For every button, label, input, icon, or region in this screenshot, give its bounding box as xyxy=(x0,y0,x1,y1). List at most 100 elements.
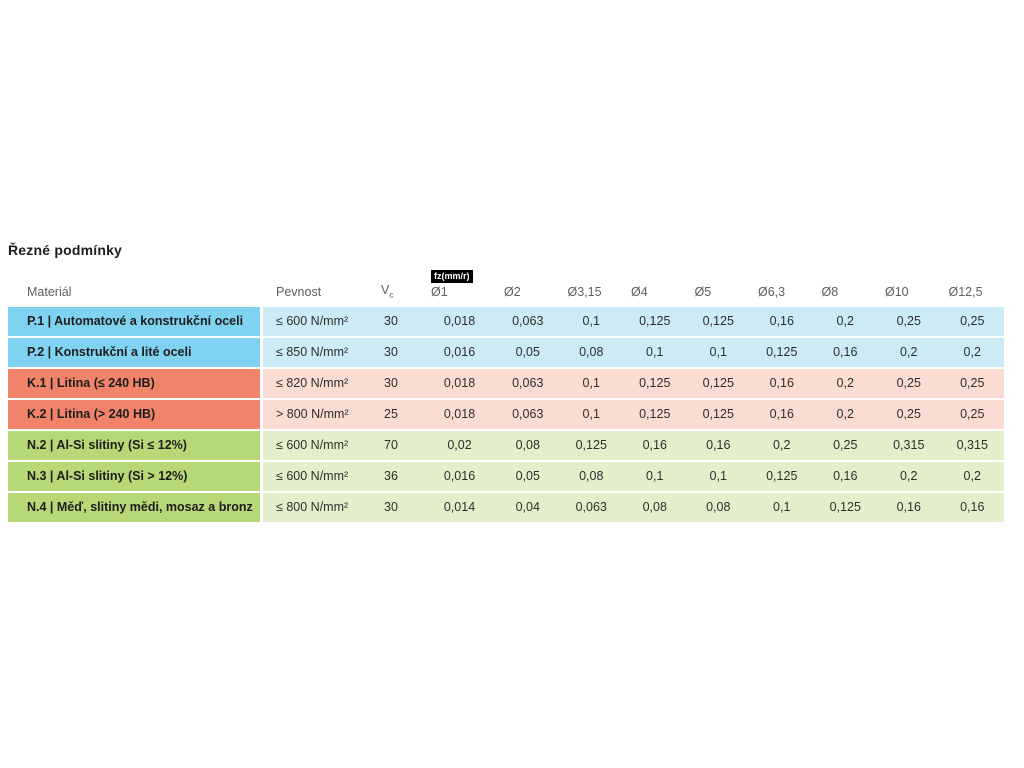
fz-value-cell-dia-4: 0,1 xyxy=(623,462,687,491)
col-header-vc: Vc xyxy=(371,283,423,308)
col-header-strength: Pevnost xyxy=(276,285,322,299)
col-header-dia-8: Ø10 xyxy=(885,285,909,299)
fz-value-cell-dia-7: 0,2 xyxy=(813,369,877,398)
fz-value-cell-dia-4: 0,125 xyxy=(623,307,687,336)
fz-value-cell-dia-2: 0,063 xyxy=(496,307,560,336)
col-header-dia-5: Ø5 xyxy=(694,285,712,299)
dia-label: Ø1 xyxy=(431,285,448,299)
col-header-dia-2: Ø2 xyxy=(504,285,521,299)
fz-value-cell-dia-7: 0,16 xyxy=(813,462,877,491)
fz-value-cell-dia-5: 0,08 xyxy=(686,493,750,522)
fz-value-cell-dia-9: 0,2 xyxy=(940,338,1004,367)
fz-value-cell-dia-4: 0,125 xyxy=(623,369,687,398)
fz-value-cell-dia-1: 0,016 xyxy=(423,462,496,491)
fz-value-cell-dia-6: 0,125 xyxy=(750,338,814,367)
vc-cell: 30 xyxy=(371,338,423,367)
fz-value-cell-dia-8: 0,2 xyxy=(877,338,941,367)
fz-value-cell-dia-8: 0,16 xyxy=(877,493,941,522)
fz-value-cell-dia-6: 0,2 xyxy=(750,431,814,460)
fz-value-cell-dia-2: 0,08 xyxy=(496,431,560,460)
fz-value-cell-dia-5: 0,16 xyxy=(686,431,750,460)
col-header-dia-4: Ø4 xyxy=(631,285,648,299)
fz-value-cell-dia-6: 0,1 xyxy=(750,493,814,522)
vc-symbol: V xyxy=(381,282,390,297)
fz-value-cell-dia-9: 0,2 xyxy=(940,462,1004,491)
table-row-k.2: K.2 | Litina (> 240 HB) > 800 N/mm² 25 0,01… xyxy=(8,400,1004,429)
material-cell: P.1 | Automatové a konstrukční oceli xyxy=(8,307,263,336)
material-cell: N.3 | Al-Si slitiny (Si > 12%) xyxy=(8,462,263,491)
table-row-k.1: K.1 | Litina (≤ 240 HB) ≤ 820 N/mm² 30 0,01… xyxy=(8,369,1004,398)
fz-value-cell-dia-3: 0,063 xyxy=(559,493,623,522)
fz-value-cell-dia-9: 0,315 xyxy=(940,431,1004,460)
table-row-p.1: P.1 | Automatové a konstrukční oceli ≤ 60… xyxy=(8,307,1004,336)
strength-cell: ≤ 600 N/mm² xyxy=(263,462,371,491)
strength-cell: ≤ 600 N/mm² xyxy=(263,307,371,336)
fz-value-cell-dia-4: 0,125 xyxy=(623,400,687,429)
col-header-dia-7: Ø8 xyxy=(821,285,839,299)
fz-value-cell-dia-8: 0,315 xyxy=(877,431,941,460)
strength-cell: ≤ 800 N/mm² xyxy=(263,493,371,522)
strength-cell: > 800 N/mm² xyxy=(263,400,371,429)
material-cell: N.4 | Měď, slitiny mědi, mosaz a bronz xyxy=(8,493,263,522)
fz-value-cell-dia-2: 0,05 xyxy=(496,338,560,367)
material-cell: P.2 | Konstrukční a lité oceli xyxy=(8,338,263,367)
fz-value-cell-dia-8: 0,25 xyxy=(877,400,941,429)
fz-value-cell-dia-3: 0,1 xyxy=(559,369,623,398)
strength-cell: ≤ 850 N/mm² xyxy=(263,338,371,367)
col-header-dia-9: Ø12,5 xyxy=(948,285,983,299)
fz-value-cell-dia-3: 0,08 xyxy=(559,338,623,367)
fz-value-cell-dia-1: 0,02 xyxy=(423,431,496,460)
fz-value-cell-dia-3: 0,1 xyxy=(559,307,623,336)
fz-value-cell-dia-8: 0,2 xyxy=(877,462,941,491)
fz-value-cell-dia-6: 0,125 xyxy=(750,462,814,491)
fz-value-cell-dia-8: 0,25 xyxy=(877,307,941,336)
fz-value-cell-dia-1: 0,014 xyxy=(423,493,496,522)
fz-value-cell-dia-6: 0,16 xyxy=(750,400,814,429)
fz-value-cell-dia-5: 0,125 xyxy=(686,400,750,429)
cutting-conditions-sheet: Řezné podmínky Materiál Pevnost Vc fz(mm… xyxy=(8,242,1004,524)
material-cell: K.1 | Litina (≤ 240 HB) xyxy=(8,369,263,398)
fz-value-cell-dia-5: 0,1 xyxy=(686,338,750,367)
fz-value-cell-dia-1: 0,018 xyxy=(423,369,496,398)
fz-value-cell-dia-5: 0,125 xyxy=(686,307,750,336)
fz-value-cell-dia-1: 0,016 xyxy=(423,338,496,367)
table-row-p.2: P.2 | Konstrukční a lité oceli ≤ 850 N/mm… xyxy=(8,338,1004,367)
table-header-row: Materiál Pevnost Vc fz(mm/r) Ø1 Ø2 Ø3,15… xyxy=(8,269,1004,307)
fz-value-cell-dia-2: 0,04 xyxy=(496,493,560,522)
vc-cell: 30 xyxy=(371,369,423,398)
table-row-n.2: N.2 | Al-Si slitiny (Si ≤ 12%) ≤ 600 N/mm… xyxy=(8,431,1004,460)
fz-value-cell-dia-4: 0,1 xyxy=(623,338,687,367)
fz-value-cell-dia-3: 0,125 xyxy=(559,431,623,460)
fz-value-cell-dia-5: 0,125 xyxy=(686,369,750,398)
vc-cell: 36 xyxy=(371,462,423,491)
fz-value-cell-dia-6: 0,16 xyxy=(750,369,814,398)
fz-value-cell-dia-9: 0,25 xyxy=(940,400,1004,429)
fz-value-cell-dia-2: 0,063 xyxy=(496,400,560,429)
fz-value-cell-dia-3: 0,1 xyxy=(559,400,623,429)
col-header-dia-6: Ø6,3 xyxy=(758,285,786,299)
col-header-dia-1: fz(mm/r) Ø1 xyxy=(423,270,496,307)
fz-value-cell-dia-7: 0,25 xyxy=(813,431,877,460)
vc-cell: 25 xyxy=(371,400,423,429)
table-row-n.3: N.3 | Al-Si slitiny (Si > 12%) ≤ 600 N/mm… xyxy=(8,462,1004,491)
fz-value-cell-dia-2: 0,05 xyxy=(496,462,560,491)
vc-subscript: c xyxy=(389,289,394,299)
fz-value-cell-dia-4: 0,08 xyxy=(623,493,687,522)
fz-value-cell-dia-3: 0,08 xyxy=(559,462,623,491)
fz-value-cell-dia-1: 0,018 xyxy=(423,307,496,336)
vc-cell: 70 xyxy=(371,431,423,460)
fz-value-cell-dia-9: 0,25 xyxy=(940,307,1004,336)
vc-cell: 30 xyxy=(371,493,423,522)
fz-value-cell-dia-9: 0,25 xyxy=(940,369,1004,398)
col-header-material: Materiál xyxy=(27,285,72,299)
fz-value-cell-dia-7: 0,125 xyxy=(813,493,877,522)
table-body: P.1 | Automatové a konstrukční oceli ≤ 60… xyxy=(8,307,1004,522)
strength-cell: ≤ 600 N/mm² xyxy=(263,431,371,460)
fz-value-cell-dia-9: 0,16 xyxy=(940,493,1004,522)
fz-value-cell-dia-6: 0,16 xyxy=(750,307,814,336)
fz-value-cell-dia-1: 0,018 xyxy=(423,400,496,429)
fz-value-cell-dia-7: 0,2 xyxy=(813,307,877,336)
table-row-n.4: N.4 | Měď, slitiny mědi, mosaz a bronz ≤ … xyxy=(8,493,1004,522)
fz-value-cell-dia-7: 0,16 xyxy=(813,338,877,367)
material-cell: N.2 | Al-Si slitiny (Si ≤ 12%) xyxy=(8,431,263,460)
